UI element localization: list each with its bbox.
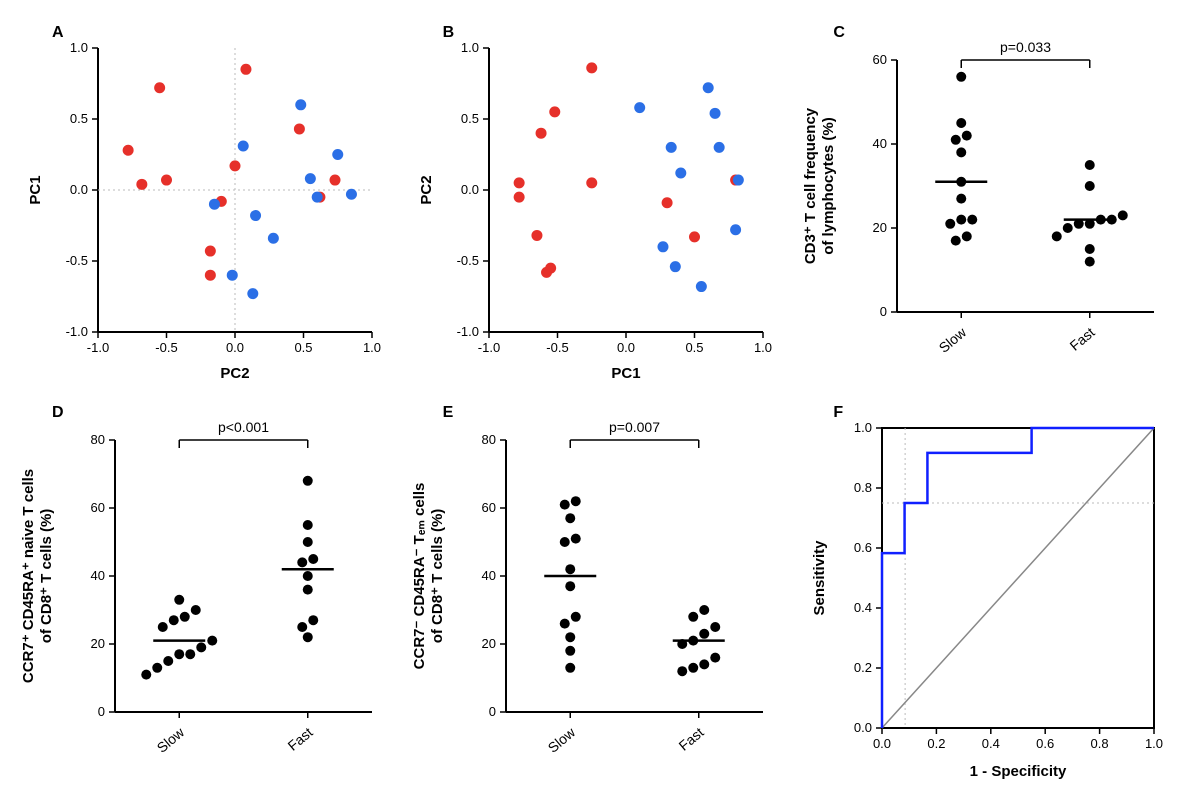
svg-text:20: 20 [872,220,886,235]
svg-text:CD3⁺ T cell frequencyof lympho: CD3⁺ T cell frequencyof lymphocytes (%) [802,107,837,264]
figure-grid: A -1.0-0.50.00.51.0-1.0-0.50.00.51.0PC2P… [20,20,1172,790]
svg-text:0.0: 0.0 [873,736,891,751]
svg-text:-1.0: -1.0 [87,340,109,355]
svg-text:40: 40 [91,568,105,583]
svg-text:PC2: PC2 [418,175,435,204]
panel-e: E 020406080SlowFastCCR7⁻ CD45RA⁻ Tₑₘ cel… [411,400,782,790]
svg-text:Slow: Slow [154,723,188,755]
svg-text:0: 0 [489,704,496,719]
panel-d: D 020406080SlowFastCCR7⁺ CD45RA⁺ naive T… [20,400,391,790]
svg-text:60: 60 [872,52,886,67]
svg-text:0.0: 0.0 [226,340,244,355]
svg-text:CCR7⁺ CD45RA⁺ naive T cellsof: CCR7⁺ CD45RA⁺ naive T cellsof CD8⁺ T cel… [20,469,55,683]
chart-a: -1.0 -0.5 0.0 0.5 1.0 -1.0 -0.5 0.0 0.5 1.0 PC2 PC1 [20,20,390,390]
chart-d: 0 20 40 60 80 Slow Fast CCR7⁺ CD45RA⁺ naive T c… [20,400,390,790]
svg-text:Slow: Slow [935,323,969,355]
svg-text:0.5: 0.5 [295,340,313,355]
svg-text:p=0.033: p=0.033 [1000,39,1051,55]
svg-text:80: 80 [91,432,105,447]
svg-text:PC2: PC2 [221,365,250,382]
svg-text:0.0: 0.0 [617,340,635,355]
svg-text:20: 20 [91,636,105,651]
svg-text:-0.5: -0.5 [546,340,568,355]
svg-text:20: 20 [482,636,496,651]
svg-text:Fast: Fast [285,724,316,754]
svg-text:0.4: 0.4 [981,736,999,751]
svg-text:1.0: 1.0 [754,340,772,355]
chart-c: 0 20 40 60 Slow Fast CD3⁺ T cell frequencyof l… [802,20,1172,390]
svg-text:-1.0: -1.0 [66,324,88,339]
svg-text:0.2: 0.2 [927,736,945,751]
svg-text:1.0: 1.0 [1145,736,1163,751]
svg-text:0.6: 0.6 [1036,736,1054,751]
svg-text:Slow: Slow [545,723,579,755]
panel-c: C 0204060SlowFastCD3⁺ T cell frequencyof… [801,20,1172,390]
svg-text:0.6: 0.6 [854,540,872,555]
svg-text:0.5: 0.5 [70,111,88,126]
svg-text:40: 40 [872,136,886,151]
svg-text:0.2: 0.2 [854,660,872,675]
svg-text:p=0.007: p=0.007 [609,419,660,435]
svg-text:-0.5: -0.5 [66,253,88,268]
svg-text:CCR7⁻ CD45RA⁻ Tₑₘ cellsof CD8⁺: CCR7⁻ CD45RA⁻ Tₑₘ cellsof CD8⁺ T cells (… [411,483,446,670]
svg-text:0: 0 [879,304,886,319]
svg-text:-1.0: -1.0 [478,340,500,355]
svg-text:1.0: 1.0 [854,420,872,435]
svg-text:-0.5: -0.5 [156,340,178,355]
svg-text:Fast: Fast [1066,324,1097,354]
svg-text:80: 80 [482,432,496,447]
svg-text:p<0.001: p<0.001 [218,419,269,435]
svg-text:Fast: Fast [676,724,707,754]
svg-text:0.5: 0.5 [685,340,703,355]
svg-text:-1.0: -1.0 [457,324,479,339]
chart-b: -1.0 -0.5 0.0 0.5 1.0 -1.0 -0.5 0.0 0.5 1.0 PC1 PC2 [411,20,781,390]
svg-text:-0.5: -0.5 [457,253,479,268]
svg-text:60: 60 [482,500,496,515]
chart-e: 0 20 40 60 80 Slow Fast CCR7⁻ CD45RA⁻ Tₑₘ cells… [411,400,781,790]
svg-text:Sensitivity: Sensitivity [811,540,828,616]
panel-b: B -1.0-0.50.00.51.0-1.0-0.50.00.51.0PC1P… [411,20,782,390]
panel-a: A -1.0-0.50.00.51.0-1.0-0.50.00.51.0PC2P… [20,20,391,390]
panel-f: F 0.00.20.40.60.81.00.00.20.40.60.81.01 … [801,400,1172,790]
svg-text:60: 60 [91,500,105,515]
svg-text:0.0: 0.0 [70,182,88,197]
svg-text:1 - Specificity: 1 - Specificity [969,763,1066,780]
svg-text:0: 0 [98,704,105,719]
svg-text:0.8: 0.8 [1090,736,1108,751]
svg-text:0.0: 0.0 [854,720,872,735]
svg-text:PC1: PC1 [27,175,44,204]
svg-text:40: 40 [482,568,496,583]
svg-text:1.0: 1.0 [461,40,479,55]
svg-text:0.4: 0.4 [854,600,872,615]
chart-f: 0.0 0.2 0.4 0.6 0.8 1.0 0.0 0.2 0.4 0.6 0.8 1.0 1 - … [802,400,1172,790]
svg-text:1.0: 1.0 [363,340,381,355]
svg-text:0.8: 0.8 [854,480,872,495]
svg-text:1.0: 1.0 [70,40,88,55]
svg-text:0.5: 0.5 [461,111,479,126]
svg-text:0.0: 0.0 [461,182,479,197]
svg-text:PC1: PC1 [611,365,640,382]
